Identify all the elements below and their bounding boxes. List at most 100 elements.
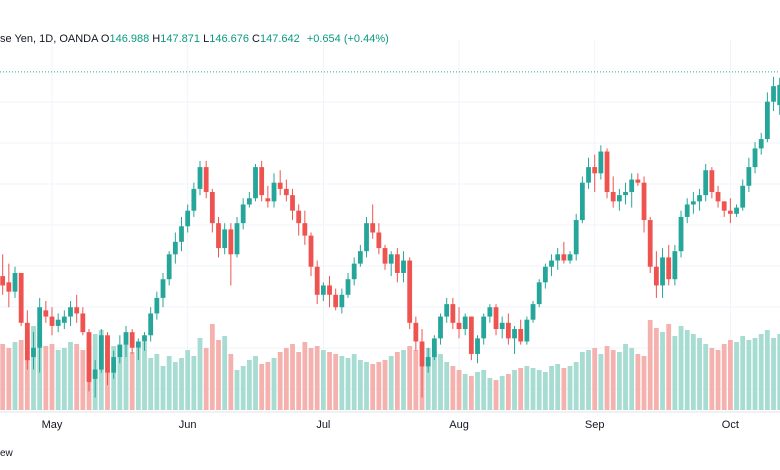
candle-body bbox=[530, 304, 536, 320]
candle-body bbox=[92, 369, 98, 379]
candle-body bbox=[172, 241, 178, 255]
candle-body bbox=[259, 167, 265, 196]
candle-body bbox=[764, 101, 770, 140]
volume-bar bbox=[413, 350, 419, 410]
volume-bar bbox=[283, 348, 289, 410]
volume-bar bbox=[758, 334, 764, 410]
candle-body bbox=[758, 139, 764, 149]
candle-body bbox=[222, 229, 228, 249]
candle-body bbox=[647, 220, 653, 267]
candle-body bbox=[246, 198, 252, 205]
candle-body bbox=[771, 86, 776, 102]
volume-bar bbox=[407, 346, 413, 410]
volume-bar bbox=[450, 366, 456, 410]
candle-body bbox=[228, 229, 234, 255]
candle-body bbox=[407, 260, 413, 323]
chart-grid bbox=[0, 40, 780, 412]
volume-bar bbox=[320, 350, 326, 410]
volume-bar bbox=[277, 352, 283, 410]
volume-bar bbox=[610, 350, 616, 410]
volume-bar bbox=[746, 340, 752, 410]
volume-bar bbox=[493, 380, 499, 410]
volume-bar bbox=[518, 368, 524, 410]
candle-body bbox=[253, 167, 258, 199]
candle-body bbox=[672, 251, 678, 280]
low-label: L bbox=[203, 33, 210, 45]
volume-bar bbox=[536, 370, 542, 410]
volume-bar bbox=[623, 344, 628, 410]
volume-bar bbox=[209, 324, 215, 410]
candle-body bbox=[55, 319, 61, 326]
volume-bar bbox=[438, 354, 443, 410]
candle-body bbox=[450, 304, 456, 323]
volume-bar bbox=[234, 370, 240, 410]
candle-body bbox=[505, 322, 511, 339]
candle-body bbox=[265, 198, 271, 202]
volume-bar bbox=[222, 336, 228, 410]
candle-body bbox=[209, 192, 215, 224]
candle-body bbox=[697, 195, 702, 202]
volume-bar bbox=[579, 352, 585, 410]
candle-body bbox=[623, 192, 628, 196]
volume-bar bbox=[345, 358, 351, 410]
volume-bar bbox=[0, 344, 6, 410]
candle-body bbox=[561, 254, 567, 261]
candle-body bbox=[234, 223, 240, 255]
volume-bar bbox=[80, 350, 86, 410]
candle-body bbox=[777, 84, 780, 106]
volume-bar bbox=[635, 354, 641, 410]
volume-bar bbox=[271, 358, 277, 410]
volume-bar bbox=[598, 354, 604, 410]
volume-bar bbox=[524, 366, 530, 410]
volume-bar bbox=[475, 372, 480, 410]
candle-body bbox=[388, 254, 394, 264]
volume-bar bbox=[653, 328, 659, 410]
candle-body bbox=[24, 322, 30, 361]
x-tick-label: Sep bbox=[585, 419, 605, 431]
candle-body bbox=[555, 254, 561, 261]
candle-body bbox=[339, 294, 345, 308]
volume-bar bbox=[160, 366, 166, 410]
candle-body bbox=[351, 263, 357, 280]
volume-bar bbox=[203, 348, 209, 410]
high-label: H bbox=[152, 33, 161, 45]
volume-bar bbox=[487, 378, 493, 410]
candle-body bbox=[573, 220, 579, 255]
candles bbox=[0, 76, 780, 398]
candle-body bbox=[37, 307, 43, 348]
change-value: +0.654 (+0.44%) bbox=[306, 33, 389, 45]
candle-body bbox=[216, 223, 221, 249]
candle-body bbox=[6, 282, 12, 292]
volume-bar bbox=[444, 362, 450, 410]
candle-body bbox=[376, 232, 382, 249]
candle-body bbox=[68, 307, 73, 317]
volume-bar bbox=[697, 338, 702, 410]
volume-bar bbox=[37, 338, 43, 410]
candle-body bbox=[727, 210, 733, 214]
candle-body bbox=[271, 182, 277, 202]
candle-body bbox=[74, 307, 80, 314]
symbol-label: se Yen, 1D, OANDA bbox=[0, 33, 98, 45]
volume-bar bbox=[376, 362, 382, 410]
candle-body bbox=[518, 329, 524, 342]
candle-body bbox=[740, 185, 746, 208]
candle-body bbox=[678, 216, 684, 252]
volume-bar bbox=[678, 326, 684, 410]
candle-body bbox=[536, 282, 542, 305]
candle-body bbox=[197, 167, 203, 189]
candle-body bbox=[413, 322, 419, 342]
candle-body bbox=[438, 316, 443, 339]
volume-bar bbox=[49, 344, 55, 410]
candle-body bbox=[524, 319, 530, 342]
volume-bar bbox=[246, 360, 252, 410]
candle-body bbox=[0, 276, 6, 286]
volume-bar bbox=[721, 344, 727, 410]
volume-bar bbox=[24, 334, 30, 410]
volume-bar bbox=[327, 352, 332, 410]
volume-bar bbox=[660, 332, 665, 410]
candle-body bbox=[431, 338, 437, 358]
volume-bar bbox=[135, 348, 141, 410]
candle-body bbox=[549, 260, 554, 267]
volume-bar bbox=[555, 364, 561, 410]
